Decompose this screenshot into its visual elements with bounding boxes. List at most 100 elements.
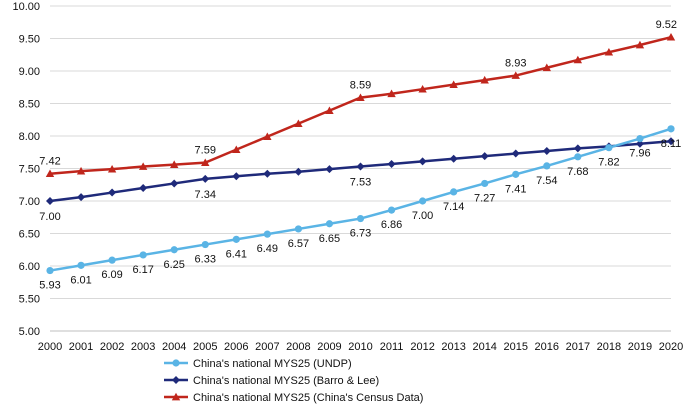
x-tick-label: 2020 (659, 341, 683, 353)
data-point (450, 188, 458, 196)
data-label: 6.01 (70, 274, 91, 286)
data-label: 6.17 (132, 264, 153, 276)
y-tick-label: 5.50 (19, 294, 40, 306)
x-tick-label: 2016 (535, 341, 559, 353)
data-point (263, 169, 272, 178)
data-point (170, 246, 178, 254)
data-point (108, 188, 117, 197)
data-label: 7.41 (505, 183, 526, 195)
x-tick-label: 2005 (193, 341, 217, 353)
data-point (325, 106, 334, 115)
data-label: 6.41 (226, 248, 247, 260)
data-label: 6.65 (319, 233, 340, 245)
data-point (294, 119, 303, 128)
data-point (667, 137, 675, 146)
data-point (201, 158, 210, 167)
data-point (636, 135, 644, 143)
data-point (667, 125, 675, 133)
data-point (170, 179, 179, 188)
x-tick-label: 2003 (131, 341, 155, 353)
data-point (76, 166, 86, 175)
x-tick-label: 2011 (380, 341, 404, 353)
data-point (574, 153, 582, 161)
data-label: 8.11 (661, 138, 682, 150)
data-point (666, 33, 676, 41)
data-point (356, 93, 365, 102)
y-tick-label: 10.00 (12, 1, 40, 13)
data-label: 6.49 (257, 243, 278, 255)
data-point (512, 170, 520, 178)
data-point (481, 179, 489, 188)
y-tick-label: 8.00 (19, 131, 40, 143)
data-point (77, 261, 85, 269)
x-tick-label: 2002 (100, 341, 124, 353)
legend-item: China's national MYS25 (China's Census D… (164, 392, 423, 404)
data-label: 8.59 (350, 80, 371, 92)
data-point (232, 172, 241, 181)
legend-swatch-marker (172, 359, 180, 367)
legend-item: China's national MYS25 (UNDP) (164, 358, 352, 370)
x-tick-label: 2007 (255, 341, 279, 353)
legend-swatch-marker (172, 376, 180, 384)
x-tick-label: 2014 (472, 341, 496, 353)
data-point (543, 162, 551, 170)
x-axis: 2000 2001 2002 2003 2004 2005 2006 2007 2008 2009… (38, 330, 683, 353)
x-tick-label: 2000 (38, 341, 62, 353)
data-label: 7.82 (598, 157, 619, 169)
data-point (635, 40, 645, 49)
data-point (232, 145, 241, 154)
data-point (573, 144, 582, 153)
x-tick-label: 2013 (441, 341, 465, 353)
data-label: 5.93 (39, 280, 60, 292)
data-point (387, 159, 396, 168)
data-point (605, 144, 613, 152)
data-label: 7.42 (39, 156, 60, 168)
data-label: 6.86 (381, 219, 402, 231)
data-label: 7.68 (567, 166, 588, 178)
y-tick-label: 9.50 (19, 34, 40, 46)
series-2 (45, 33, 676, 178)
data-point (232, 235, 240, 243)
x-tick-label: 2019 (628, 341, 652, 353)
data-point (418, 85, 427, 93)
data-point (480, 152, 489, 161)
data-point (356, 214, 365, 223)
data-label: 7.27 (474, 192, 495, 204)
data-point (325, 220, 334, 228)
data-point (418, 157, 427, 166)
data-point (263, 230, 271, 238)
data-label: 7.34 (195, 189, 216, 201)
data-point (449, 154, 458, 163)
x-tick-label: 2001 (69, 341, 93, 353)
data-point (139, 184, 148, 192)
data-point (263, 132, 272, 141)
series-1 (46, 137, 675, 205)
data-label: 6.25 (163, 259, 184, 271)
data-point (294, 225, 302, 233)
legend-item: China's national MYS25 (Barro & Lee) (164, 375, 379, 387)
data-point (77, 193, 86, 202)
data-point (511, 71, 520, 79)
y-tick-label: 6.50 (19, 229, 40, 241)
data-point (635, 139, 644, 148)
data-point (46, 266, 54, 275)
legend-label: China's national MYS25 (UNDP) (193, 358, 352, 370)
data-point (201, 174, 210, 183)
y-tick-label: 9.00 (19, 66, 40, 78)
legend-label: China's national MYS25 (China's Census D… (193, 392, 423, 404)
y-tick-label: 8.50 (19, 99, 40, 111)
x-tick-label: 2010 (348, 341, 372, 353)
data-point (542, 63, 551, 72)
data-label: 7.59 (195, 145, 216, 157)
x-tick-label: 2004 (162, 341, 186, 353)
y-tick-label: 6.00 (19, 261, 40, 273)
x-tick-label: 2006 (224, 341, 248, 353)
data-point (604, 47, 614, 56)
data-point (325, 165, 334, 174)
x-tick-label: 2012 (410, 341, 434, 353)
legend-label: China's national MYS25 (Barro & Lee) (193, 375, 379, 387)
data-label: 7.54 (536, 175, 557, 187)
data-label: 6.57 (288, 238, 309, 250)
series-0 (46, 125, 675, 275)
